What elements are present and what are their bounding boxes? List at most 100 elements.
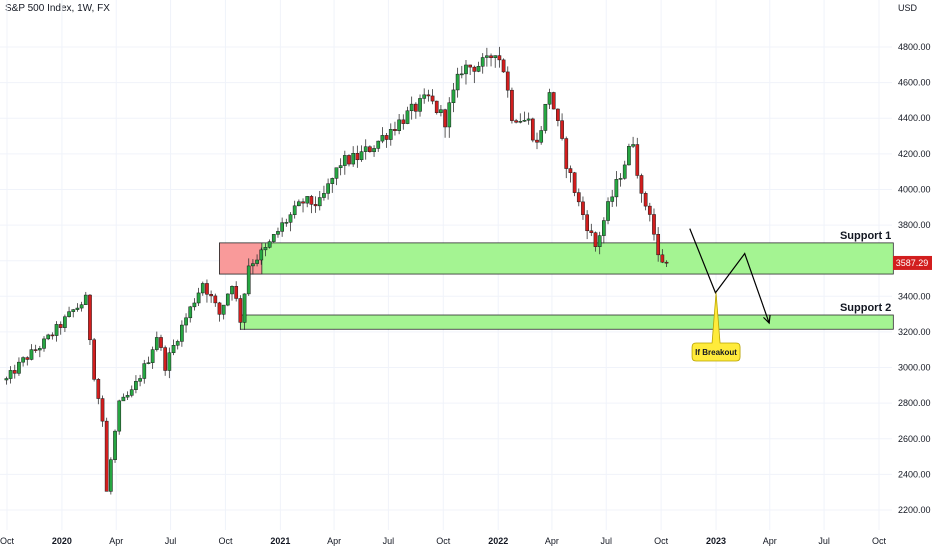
x-tick-label: Jul — [383, 536, 395, 546]
candle-down — [313, 204, 318, 207]
y-tick-label: 2400.00 — [898, 469, 931, 479]
candle-up — [67, 311, 71, 317]
candle-up — [42, 338, 46, 349]
candle-up — [242, 293, 247, 323]
candle-up — [447, 102, 452, 128]
candle-up — [150, 349, 155, 363]
y-tick-label: 3800.00 — [898, 220, 931, 230]
currency-label: USD — [898, 3, 918, 13]
y-tick-label: 4600.00 — [898, 78, 931, 88]
x-tick-label: Apr — [545, 536, 559, 546]
support-1-zone — [219, 242, 894, 275]
y-tick-label: 2200.00 — [898, 505, 931, 515]
candle-up — [439, 109, 443, 113]
candle-up — [46, 334, 51, 340]
callout-text: If Breakout — [695, 348, 737, 357]
candle-down — [593, 232, 598, 247]
candle-up — [79, 304, 84, 309]
candle-up — [405, 110, 410, 124]
candle-down — [468, 64, 473, 68]
candle-up — [83, 294, 88, 305]
candle-down — [92, 339, 96, 380]
candle-up — [610, 196, 615, 202]
candle-up — [225, 293, 230, 306]
x-tick-label: 2023 — [706, 536, 726, 546]
candle-down — [413, 103, 418, 112]
supply-zone — [219, 242, 263, 275]
candle-down — [572, 172, 577, 193]
candle-down — [489, 55, 493, 58]
x-tick-label: Apr — [763, 536, 777, 546]
candle-down — [347, 155, 351, 165]
y-tick-label: 2800.00 — [898, 398, 931, 408]
candle-up — [493, 55, 498, 58]
candle-up — [75, 307, 80, 310]
candle-down — [560, 120, 564, 139]
y-tick-label: 4400.00 — [898, 113, 931, 123]
candle-down — [368, 146, 372, 153]
callout-bubble — [691, 292, 741, 362]
candle-down — [100, 398, 105, 422]
candle-up — [109, 459, 113, 492]
candle-up — [276, 231, 280, 235]
candle-up — [188, 306, 193, 319]
candle-up — [372, 148, 376, 153]
candle-down — [355, 153, 360, 161]
support-1-label: Support 1 — [840, 230, 891, 242]
candle-up — [547, 92, 552, 105]
candle-up — [359, 151, 364, 161]
candle-up — [54, 324, 59, 336]
candle-up — [317, 197, 322, 207]
candle-up — [29, 349, 34, 360]
candle-up — [230, 286, 234, 295]
candle-up — [284, 222, 289, 224]
last-price-label: 3587.29 — [896, 258, 929, 268]
candle-up — [543, 103, 548, 131]
candle-up — [518, 121, 523, 123]
candle-up — [175, 341, 180, 346]
candle-up — [326, 183, 330, 194]
candle-down — [104, 420, 109, 492]
candle-up — [63, 316, 67, 328]
x-tick-label: Jul — [818, 536, 830, 546]
candle-down — [213, 295, 218, 304]
x-tick-label: Oct — [872, 536, 887, 546]
candle-down — [50, 334, 55, 337]
candle-down — [551, 92, 556, 110]
y-tick-label: 4000.00 — [898, 184, 931, 194]
y-tick-label: 4200.00 — [898, 149, 931, 159]
candle-up — [4, 378, 9, 381]
candle-up — [614, 179, 619, 198]
candle-up — [37, 348, 42, 351]
candle-up — [259, 249, 264, 261]
candle-up — [200, 283, 205, 294]
candle-up — [322, 193, 326, 198]
candle-up — [154, 337, 159, 350]
candle-up — [121, 396, 126, 402]
candle-up — [271, 234, 276, 242]
candle-up — [171, 345, 176, 354]
candle-up — [71, 309, 76, 312]
candle-up — [334, 167, 339, 179]
candle-down — [401, 119, 406, 124]
candle-down — [585, 214, 589, 232]
y-tick-label: 3400.00 — [898, 291, 931, 301]
x-tick-label: 2022 — [488, 536, 508, 546]
candle-up — [221, 304, 226, 315]
x-tick-label: Oct — [0, 536, 14, 546]
candle-up — [167, 352, 172, 371]
candle-down — [514, 120, 518, 123]
candle-down — [33, 349, 38, 351]
candle-down — [652, 214, 656, 235]
candle-up — [597, 235, 602, 247]
candle-up — [184, 317, 188, 326]
candle-up — [459, 73, 464, 76]
candle-up — [342, 155, 347, 166]
candle-up — [485, 55, 489, 58]
candle-up — [146, 362, 151, 364]
candle-up — [251, 263, 255, 267]
candle-up — [192, 302, 197, 308]
candle-down — [635, 144, 640, 176]
candle-up — [180, 324, 184, 342]
